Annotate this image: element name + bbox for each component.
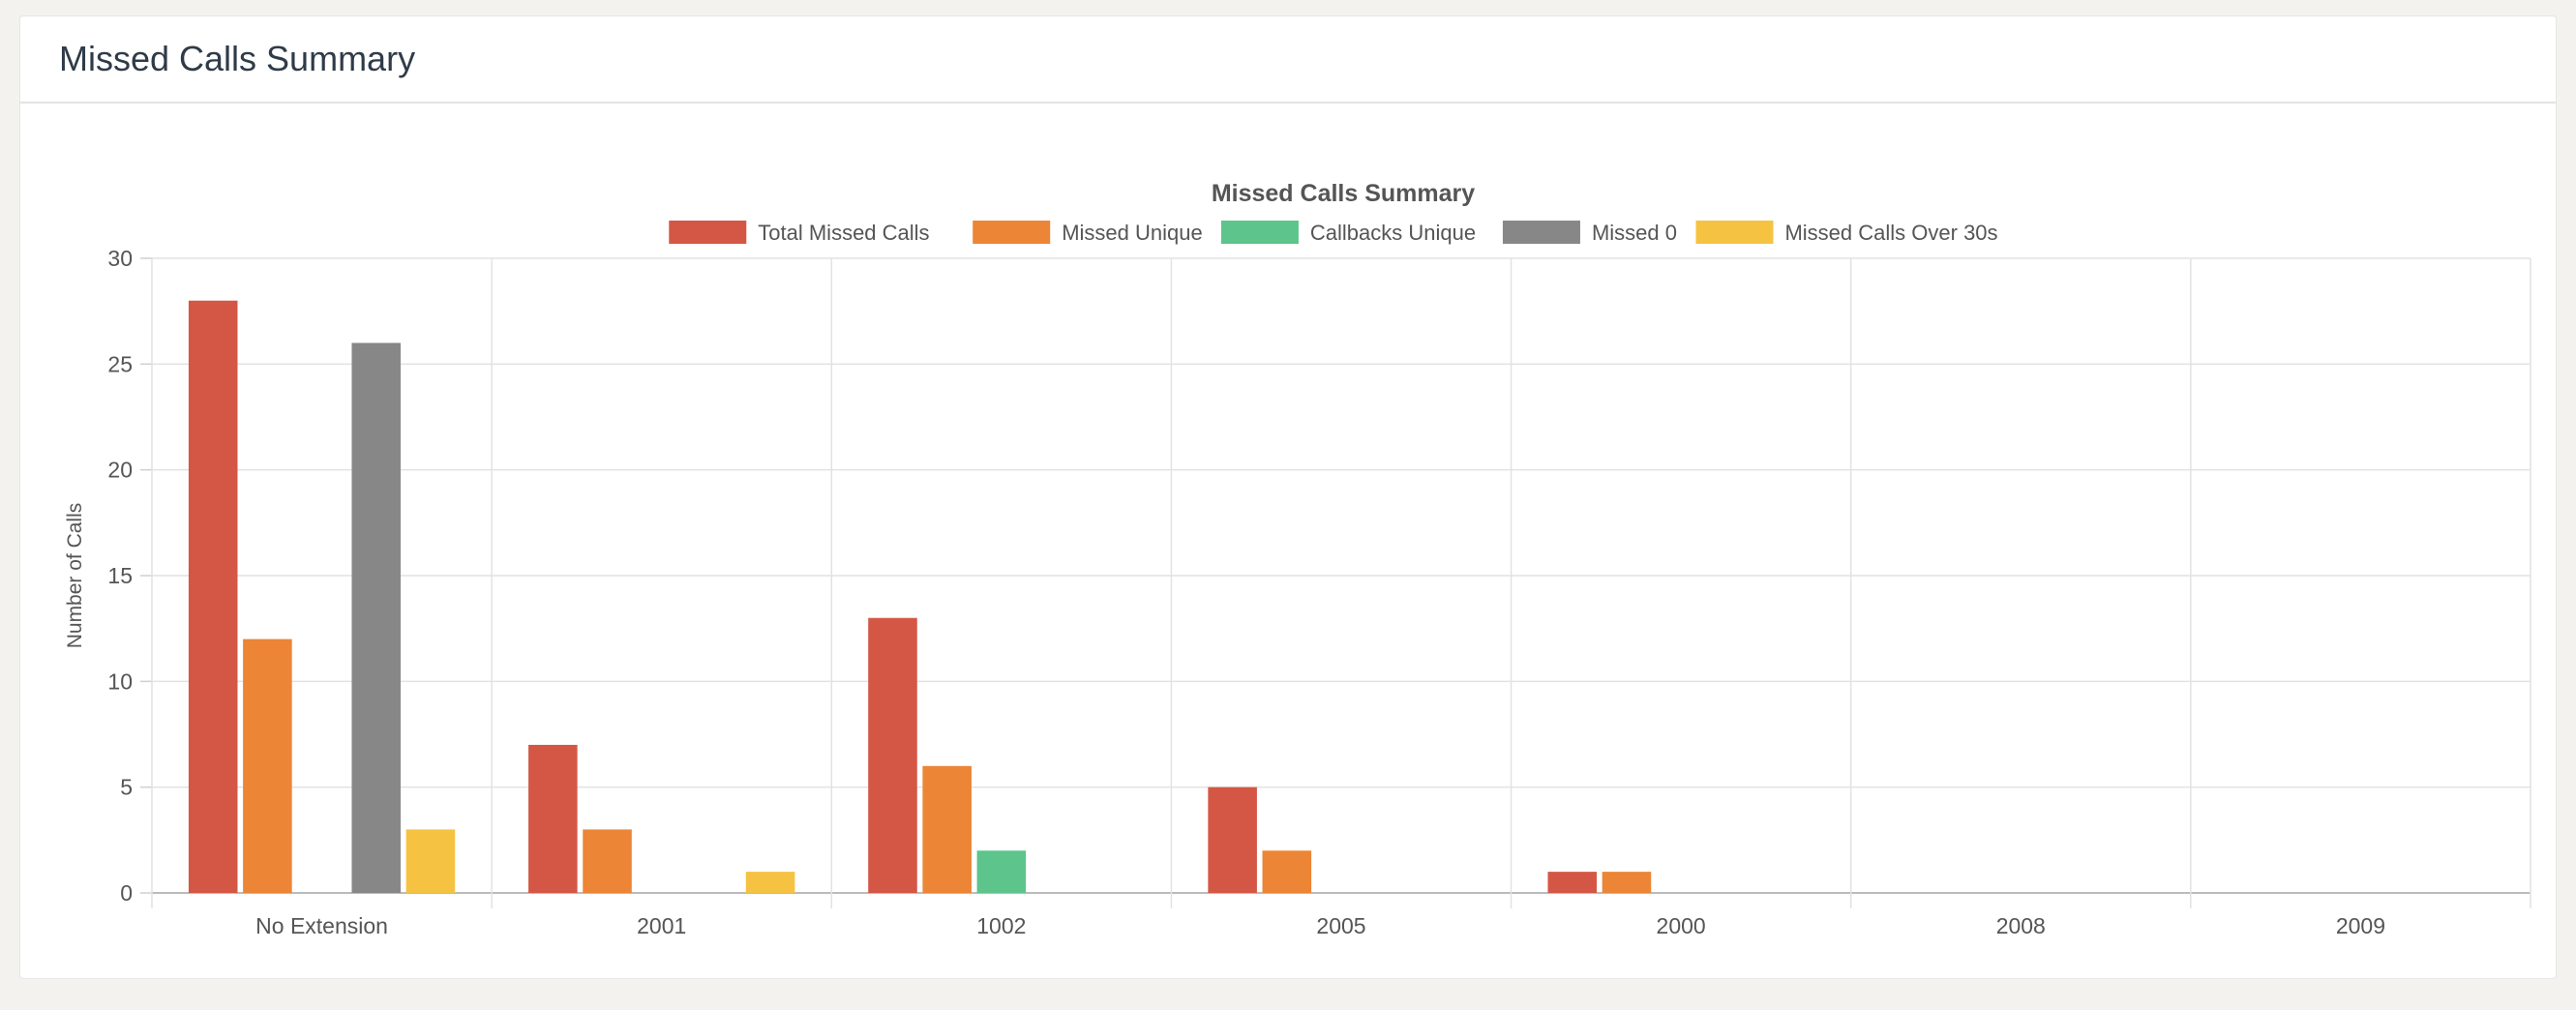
legend-label-2[interactable]: Callbacks Unique: [1310, 221, 1476, 245]
legend-swatch-1[interactable]: [973, 221, 1051, 244]
y-tick-label-0: 0: [120, 880, 133, 906]
legend-swatch-0[interactable]: [669, 221, 747, 244]
x-tick-label-2: 1002: [976, 913, 1026, 938]
x-tick-label-3: 2005: [1316, 913, 1365, 938]
x-tick-label-0: No Extension: [255, 913, 388, 938]
legend-swatch-2[interactable]: [1220, 221, 1299, 244]
x-tick-label-4: 2000: [1657, 913, 1706, 938]
bar-series-0-cat-0[interactable]: [188, 300, 238, 893]
missed-calls-panel: Missed Calls Summary Missed Calls Summar…: [19, 15, 2557, 979]
bar-series-0-cat-4[interactable]: [1547, 872, 1598, 893]
x-tick-label-6: 2009: [2336, 913, 2385, 938]
legend-label-1[interactable]: Missed Unique: [1062, 221, 1203, 245]
y-tick-label-30: 30: [107, 246, 133, 271]
missed-calls-bar-chart: Missed Calls Summary Total Missed Calls Mi…: [64, 180, 2531, 938]
y-tick-label-15: 15: [107, 563, 133, 588]
panel-title: Missed Calls Summary: [59, 39, 416, 78]
chart-title: Missed Calls Summary: [1212, 180, 1475, 207]
bar-series-4-cat-0[interactable]: [405, 829, 456, 893]
y-tick-label-10: 10: [107, 668, 133, 694]
legend-swatch-4[interactable]: [1695, 221, 1774, 244]
x-tick-label-1: 2001: [637, 913, 686, 938]
legend-label-4[interactable]: Missed Calls Over 30s: [1784, 221, 1997, 245]
bar-series-3-cat-0[interactable]: [351, 342, 402, 893]
bar-series-0-cat-2[interactable]: [868, 617, 917, 893]
legend-label-0[interactable]: Total Missed Calls: [758, 221, 929, 245]
bar-series-1-cat-3[interactable]: [1262, 850, 1312, 893]
y-tick-label-25: 25: [107, 351, 133, 376]
bar-series-1-cat-0[interactable]: [243, 639, 292, 893]
panel-header: Missed Calls Summary: [20, 16, 2556, 104]
bar-series-1-cat-4[interactable]: [1602, 872, 1652, 893]
bar-series-0-cat-1[interactable]: [528, 744, 578, 893]
bar-series-1-cat-1[interactable]: [583, 829, 632, 893]
bar-series-0-cat-3[interactable]: [1208, 787, 1257, 893]
y-axis-label: Number of Calls: [64, 503, 86, 649]
bar-series-4-cat-1[interactable]: [745, 872, 795, 893]
legend-swatch-3[interactable]: [1502, 221, 1580, 244]
y-tick-label-20: 20: [107, 458, 133, 483]
x-tick-label-5: 2008: [1996, 913, 2046, 938]
legend-label-3[interactable]: Missed 0: [1592, 221, 1677, 245]
bar-series-2-cat-2[interactable]: [976, 850, 1027, 893]
y-tick-label-5: 5: [120, 775, 133, 800]
bar-series-1-cat-2[interactable]: [922, 765, 972, 893]
